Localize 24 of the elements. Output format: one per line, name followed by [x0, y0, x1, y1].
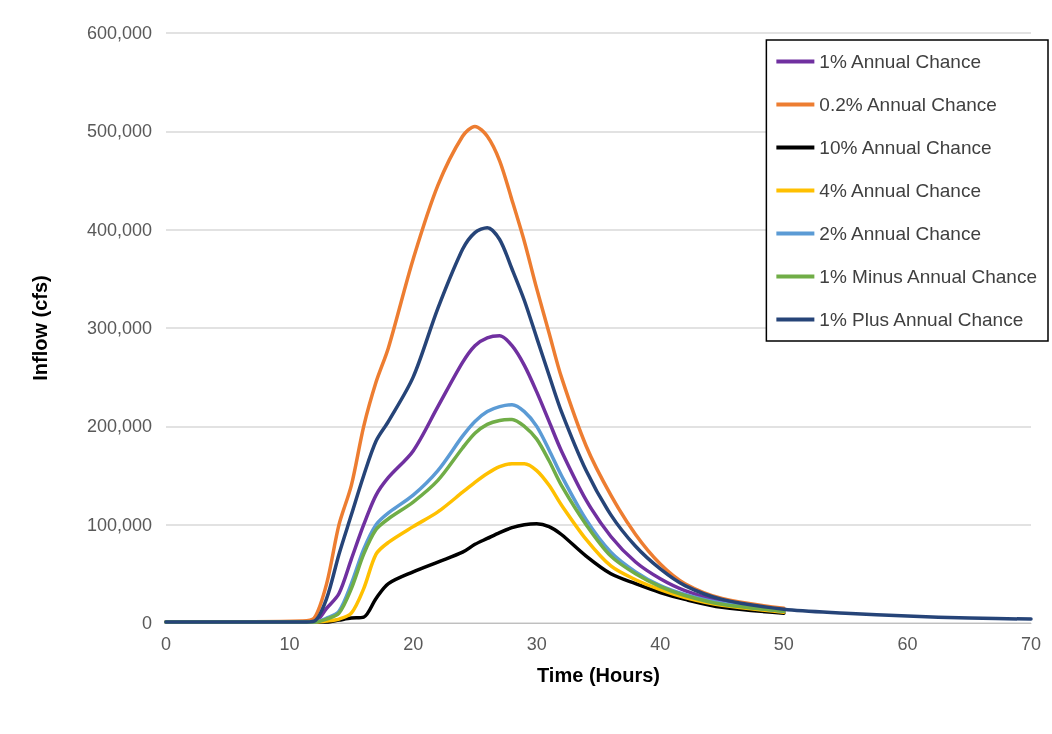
- legend-label: 0.2% Annual Chance: [819, 94, 997, 115]
- legend-label: 1% Plus Annual Chance: [819, 309, 1024, 330]
- y-axis-title: Inflow (cfs): [29, 275, 51, 381]
- legend-label: 1% Minus Annual Chance: [819, 266, 1037, 287]
- legend-label: 4% Annual Chance: [819, 180, 981, 201]
- x-axis-title: Time (Hours): [537, 664, 660, 686]
- legend-label: 10% Annual Chance: [819, 137, 992, 158]
- y-tick-label: 400,000: [86, 219, 152, 240]
- x-tick-label: 40: [650, 634, 671, 654]
- y-tick-label: 0: [141, 613, 152, 633]
- x-tick-label: 10: [279, 634, 300, 654]
- y-tick-label: 500,000: [86, 121, 152, 142]
- y-tick-label: 300,000: [86, 318, 152, 338]
- x-tick-label: 20: [403, 634, 424, 654]
- y-tick-label: 200,000: [86, 416, 152, 437]
- x-tick-label: 50: [773, 634, 794, 654]
- x-tick-label: 60: [897, 634, 918, 654]
- y-tick-label: 100,000: [86, 514, 152, 535]
- x-tick-label: 70: [1020, 634, 1042, 654]
- legend-label: 2% Annual Chance: [819, 223, 981, 244]
- y-tick-label: 600,000: [86, 23, 152, 43]
- x-tick-label: 0: [160, 634, 172, 654]
- legend-label: 1% Annual Chance: [819, 51, 981, 72]
- x-tick-label: 30: [526, 634, 547, 654]
